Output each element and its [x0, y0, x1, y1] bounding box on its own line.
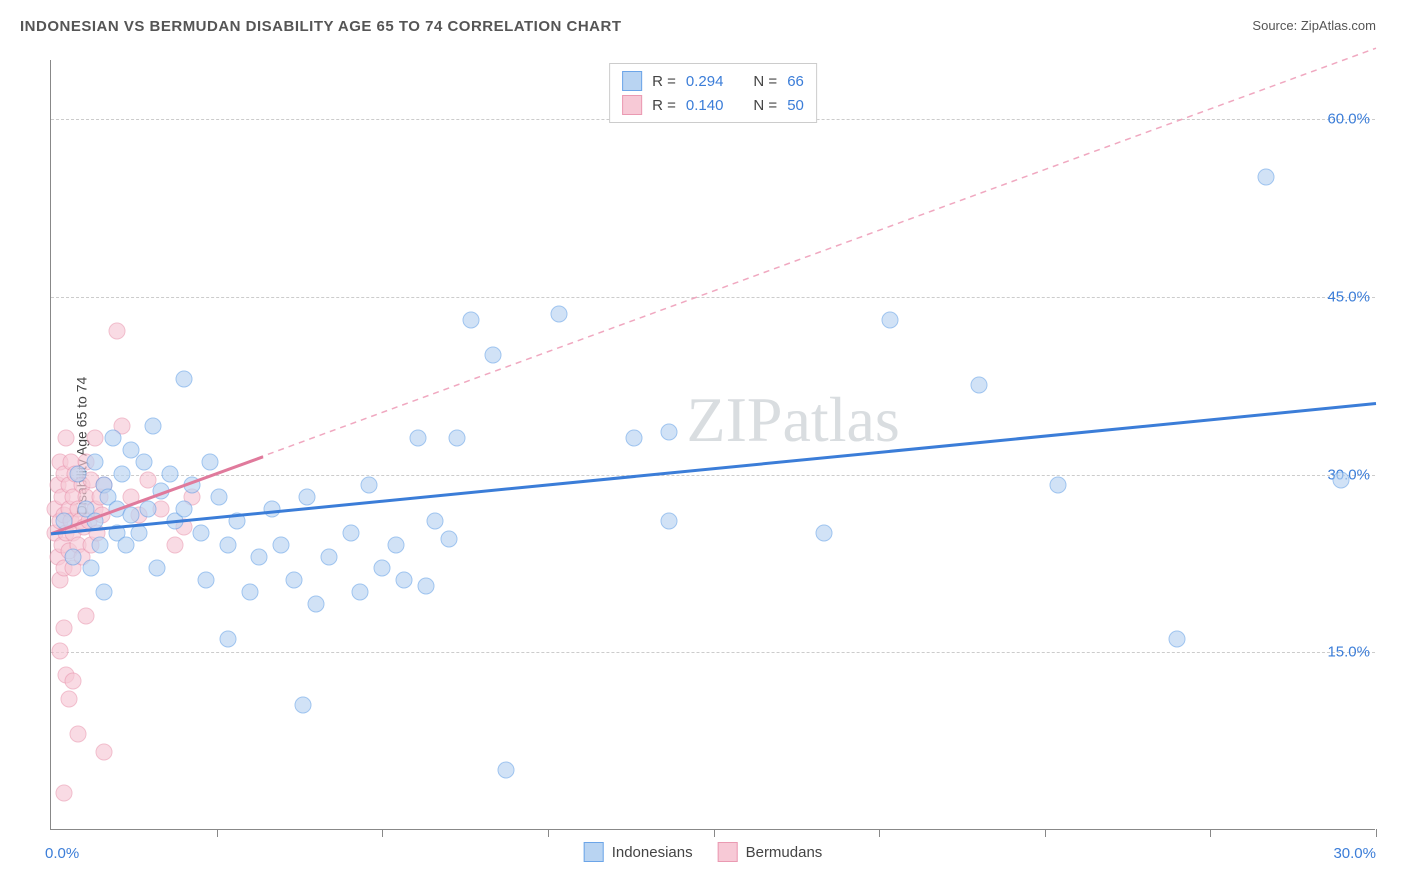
n-label: N = — [753, 73, 777, 90]
chart-title: INDONESIAN VS BERMUDAN DISABILITY AGE 65… — [20, 18, 622, 35]
x-tick — [1045, 829, 1046, 837]
n-label: N = — [753, 97, 777, 114]
r-label: R = — [652, 73, 676, 90]
x-tick — [714, 829, 715, 837]
trend-line — [51, 404, 1376, 534]
x-tick — [1210, 829, 1211, 837]
source-attribution: Source: ZipAtlas.com — [1252, 18, 1376, 33]
legend-row: R = 0.140 N = 50 — [622, 93, 804, 117]
source-label: Source: — [1252, 18, 1297, 33]
x-tick — [217, 829, 218, 837]
legend-label: Bermudans — [746, 844, 823, 861]
legend-swatch — [718, 842, 738, 862]
legend-label: Indonesians — [612, 844, 693, 861]
n-value: 66 — [787, 73, 804, 90]
x-tick — [879, 829, 880, 837]
x-axis-max-label: 30.0% — [1333, 845, 1376, 862]
x-axis-origin-label: 0.0% — [45, 845, 79, 862]
legend-row: R = 0.294 N = 66 — [622, 69, 804, 93]
r-value: 0.294 — [686, 73, 724, 90]
r-label: R = — [652, 97, 676, 114]
x-tick — [382, 829, 383, 837]
source-value: ZipAtlas.com — [1301, 18, 1376, 33]
legend-swatch — [622, 95, 642, 115]
plot-area: ZIPatlas R =0.294N =66R =0.140N =50 15.0… — [50, 60, 1375, 830]
x-tick — [1376, 829, 1377, 837]
legend-item: Bermudans — [718, 842, 823, 862]
trend-lines-layer — [51, 60, 1375, 829]
legend-item: Indonesians — [584, 842, 693, 862]
r-value: 0.140 — [686, 97, 724, 114]
n-value: 50 — [787, 97, 804, 114]
legend-swatch — [584, 842, 604, 862]
correlation-legend: R = 0.294 N = 66 R = 0.140 N = 50 — [609, 63, 817, 123]
x-tick — [548, 829, 549, 837]
series-legend: Indonesians Bermudans — [584, 842, 823, 862]
legend-swatch — [622, 71, 642, 91]
